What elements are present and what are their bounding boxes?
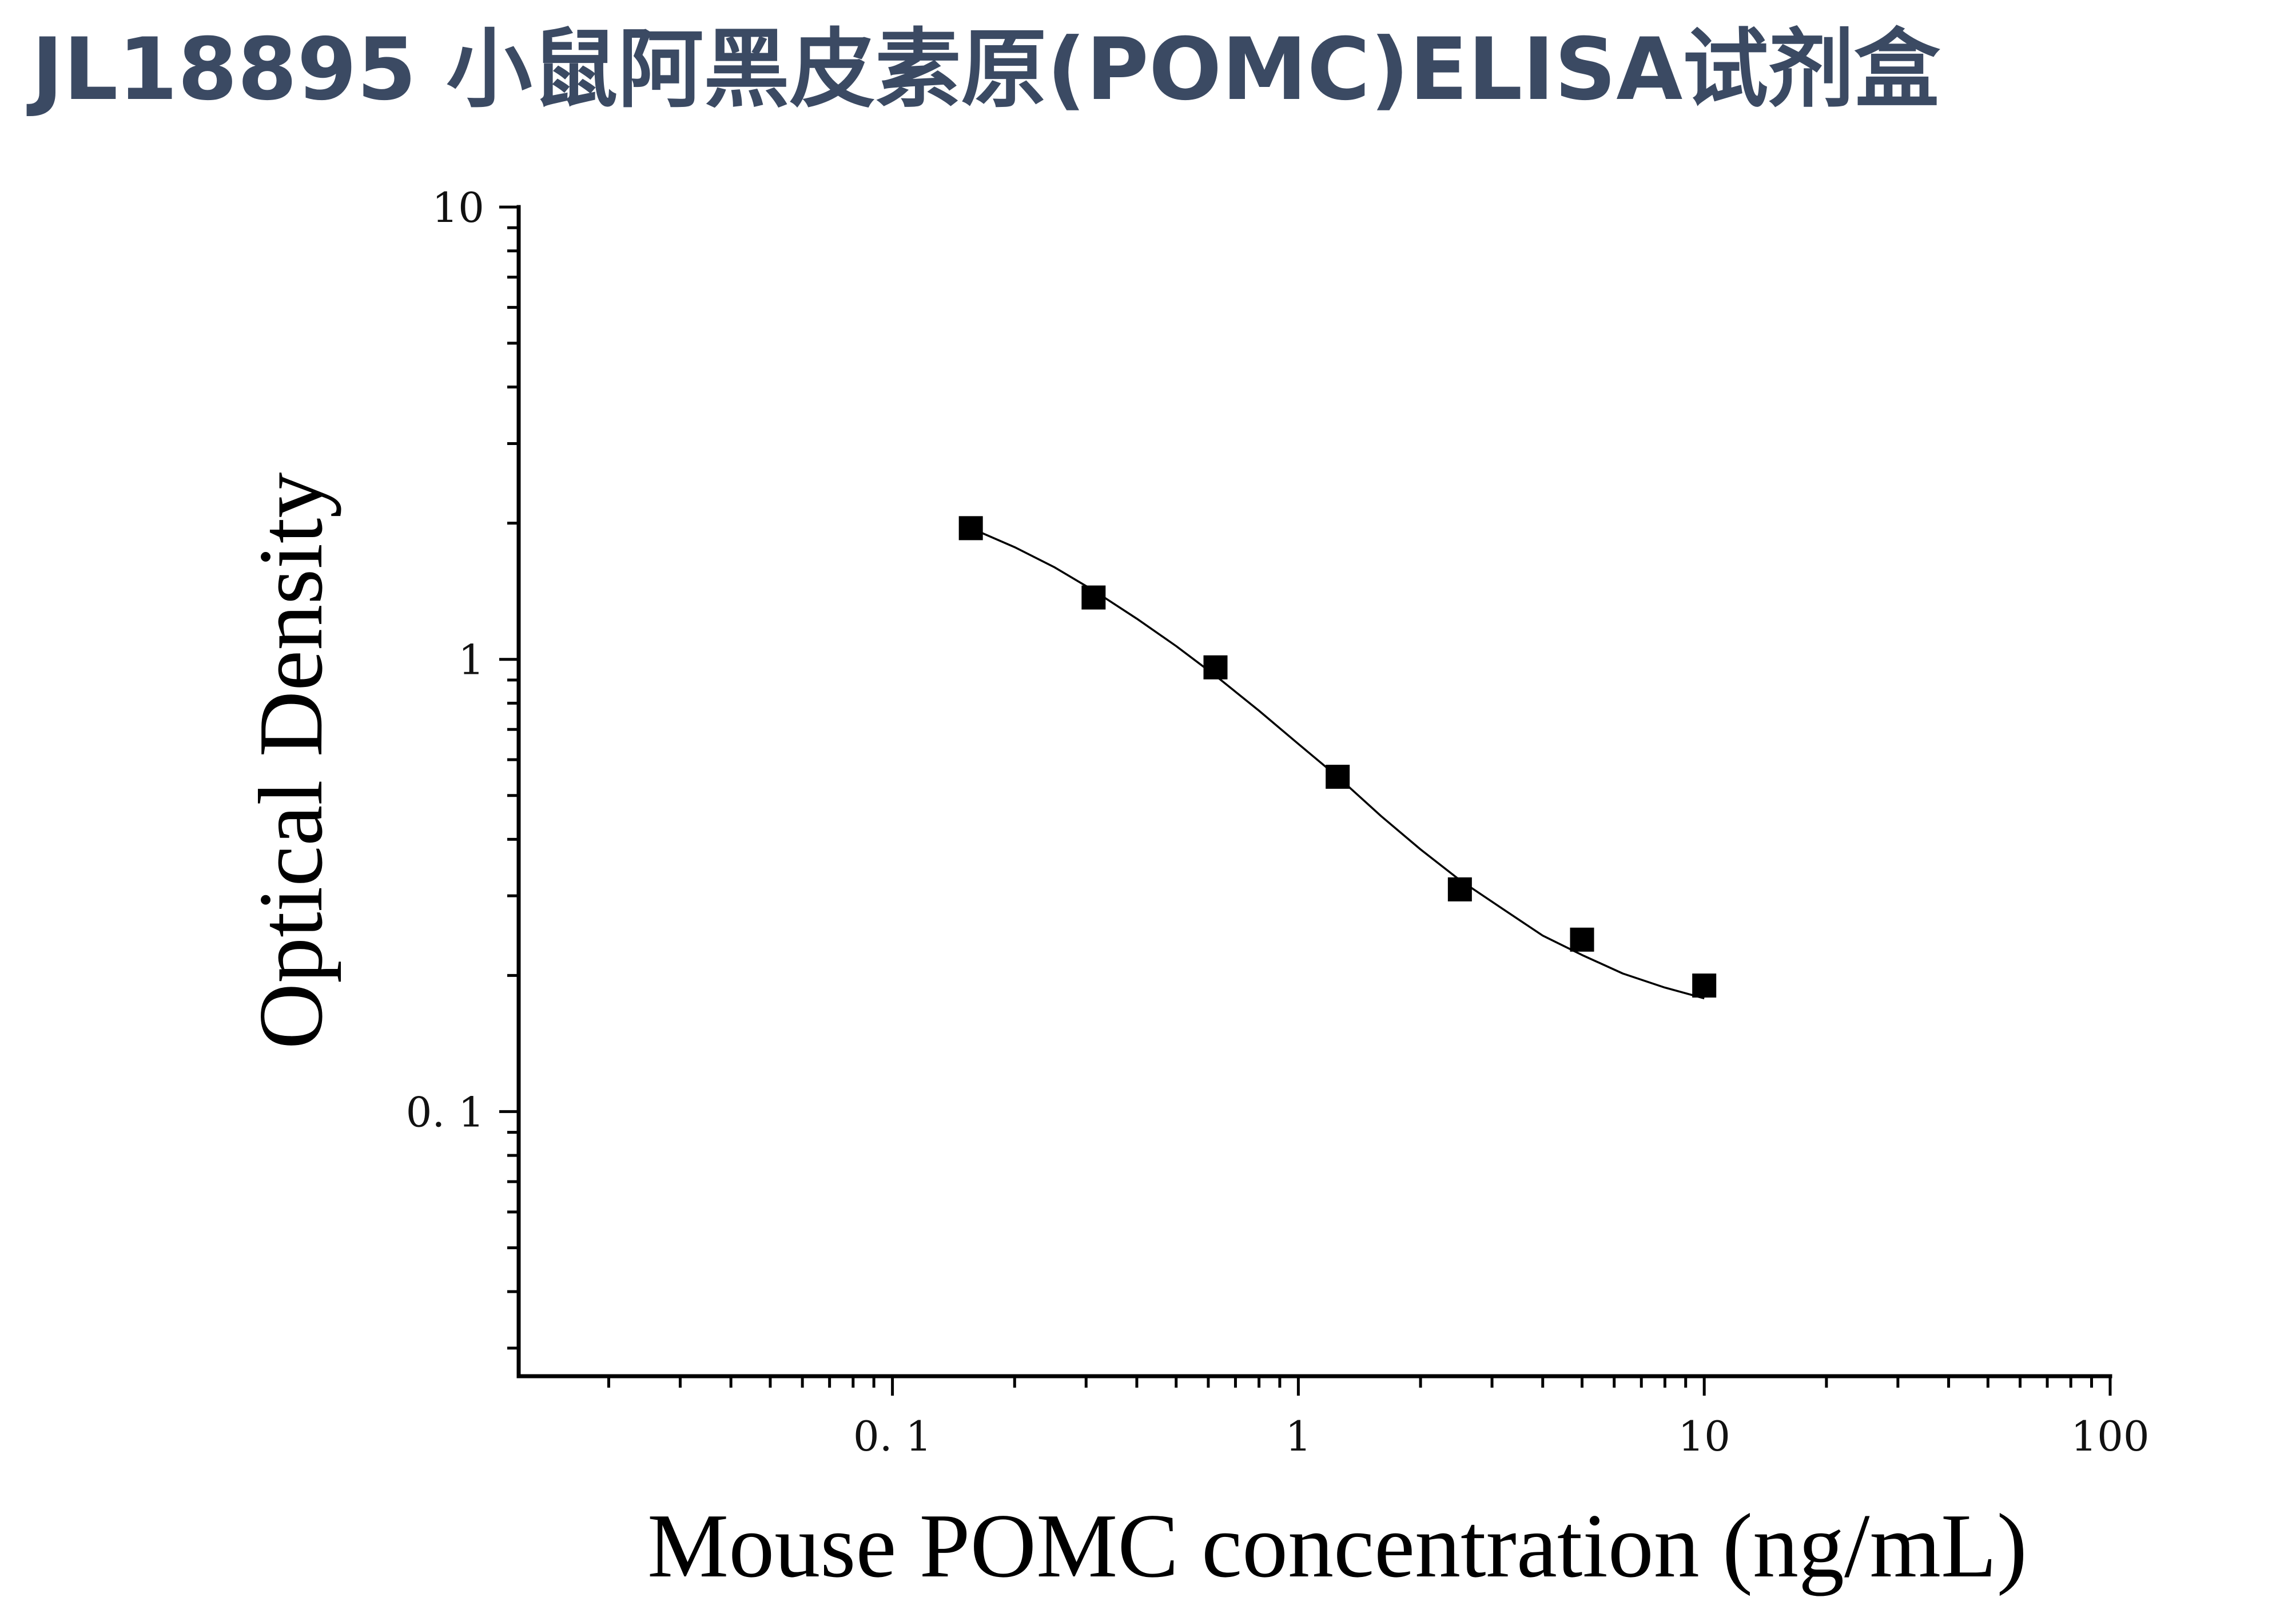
x-tick-label: 10 xyxy=(1678,1412,1730,1460)
axes: 0. 1 1 10 100 0. 1 1 10 xyxy=(406,184,2150,1460)
data-point xyxy=(1692,974,1717,998)
fit-curve xyxy=(970,527,1705,1000)
y-tick-label: 1 xyxy=(458,636,484,684)
x-axis-label: Mouse POMC concentration (ng/mL) xyxy=(647,1495,2027,1596)
y-axis-label: Optical Density xyxy=(240,472,341,1050)
data-point xyxy=(1570,927,1594,952)
data-point xyxy=(1203,655,1228,680)
data-points-layer xyxy=(958,516,1717,998)
page-title: JL18895 小鼠阿黑皮素原(POMC)ELISA试剂盒 xyxy=(31,20,1940,120)
x-tick-label: 1 xyxy=(1285,1412,1311,1460)
x-tick-label: 100 xyxy=(2071,1412,2149,1460)
y-tick-label: 0. 1 xyxy=(406,1088,484,1136)
data-point xyxy=(1081,585,1106,610)
data-point xyxy=(958,516,983,541)
x-tick-label: 0. 1 xyxy=(853,1412,932,1460)
fit-curve-layer xyxy=(970,527,1705,1000)
data-point xyxy=(1447,877,1472,901)
data-point xyxy=(1326,765,1350,789)
y-tick-label: 10 xyxy=(432,184,484,232)
